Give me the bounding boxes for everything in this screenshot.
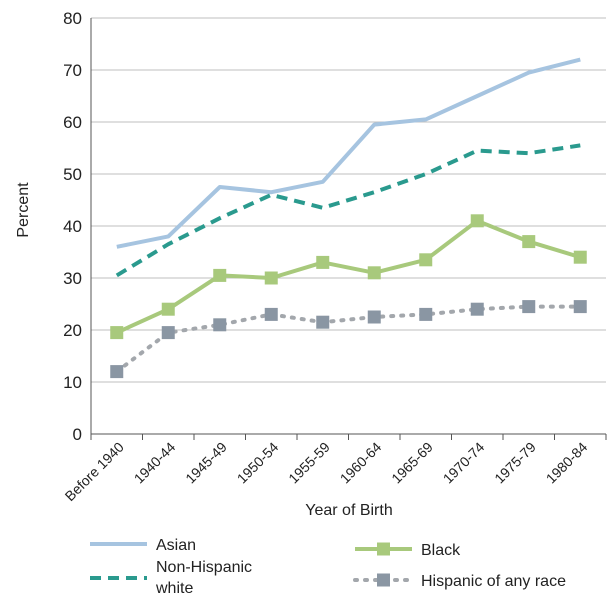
x-axis-ticks: Before 1940 1940-44 1945-49 1950-54 1955-59 1… [62, 434, 607, 504]
series-2 [110, 214, 587, 340]
series-line [114, 304, 583, 374]
x-tick-label: 1965-69 [388, 439, 436, 487]
data-point [522, 300, 536, 314]
data-point [264, 307, 278, 321]
legend-item: Non-Hispanic white [90, 559, 252, 597]
y-tick-label: 40 [63, 217, 82, 236]
x-tick-label: 1975-79 [491, 439, 539, 487]
series-line [116, 57, 581, 249]
x-tick-label: 1955-59 [285, 439, 333, 487]
legend-item: Black [355, 542, 461, 559]
data-point [573, 300, 587, 314]
x-tick-label: 1940-44 [131, 439, 179, 487]
y-tick-label: 60 [63, 113, 82, 132]
data-point [470, 302, 484, 316]
data-point [316, 255, 330, 269]
data-point [213, 268, 227, 282]
y-tick-label: 50 [63, 165, 82, 184]
y-axis-ticks: 0 10 20 30 40 50 60 70 80 [63, 9, 82, 444]
series-group [110, 57, 587, 379]
y-tick-label: 70 [63, 61, 82, 80]
legend: Asian Non-Hispanic white Black Hispanic of a… [90, 537, 566, 597]
data-point [213, 318, 227, 332]
y-tick-label: 80 [63, 9, 82, 28]
x-axis-label: Year of Birth [305, 502, 392, 519]
series-1 [115, 143, 581, 278]
legend-marker [377, 542, 390, 556]
x-tick-label: 1945-49 [182, 439, 230, 487]
x-tick-label: 1960-64 [337, 439, 385, 487]
series-line [115, 143, 581, 278]
data-point [470, 214, 484, 228]
legend-label: Hispanic of any race [421, 573, 566, 590]
data-point [110, 365, 124, 379]
data-point [110, 326, 124, 340]
legend-item: Hispanic of any race [353, 573, 566, 590]
y-tick-label: 10 [63, 373, 82, 392]
y-axis-label: Percent [15, 182, 32, 238]
y-tick-label: 20 [63, 321, 82, 340]
legend-item: Asian [90, 537, 196, 554]
data-point [264, 271, 278, 285]
y-tick-label: 0 [73, 425, 82, 444]
data-point [419, 307, 433, 321]
data-point [316, 315, 330, 329]
x-tick-label: Before 1940 [62, 439, 127, 504]
legend-label: white [155, 580, 193, 597]
x-tick-label: 1970-74 [440, 439, 488, 487]
data-point [522, 235, 536, 249]
x-tick-label: 1980-84 [543, 439, 591, 487]
series-line [115, 218, 581, 335]
legend-label: Asian [156, 537, 196, 554]
data-point [573, 250, 587, 264]
data-point [419, 253, 433, 267]
data-point [161, 302, 175, 316]
data-point [161, 326, 175, 340]
legend-marker [377, 573, 390, 587]
legend-label: Non-Hispanic [156, 559, 252, 576]
x-tick-label: 1950-54 [234, 439, 282, 487]
series-0 [116, 57, 581, 249]
legend-label: Black [421, 542, 461, 559]
data-point [367, 266, 381, 280]
series-3 [110, 300, 587, 379]
y-tick-label: 30 [63, 269, 82, 288]
data-point [367, 310, 381, 324]
